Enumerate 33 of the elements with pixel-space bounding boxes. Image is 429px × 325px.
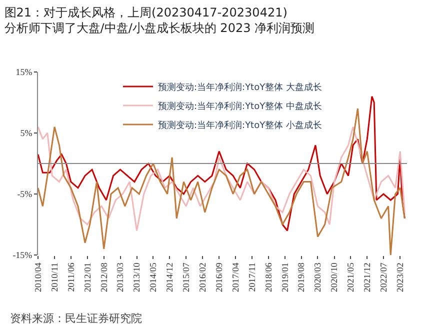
x-tick-label: 2012/08 (98, 262, 109, 292)
legend-label: 预测变动:当年净利润:YtoY整体 中盘成长 (158, 101, 322, 112)
x-tick-label: 2011/06 (66, 262, 76, 292)
x-tick-label: 2023/02 (395, 262, 406, 292)
line-series (38, 96, 406, 232)
chart-title: 图21：对于成长风格，上周(20230417-20230421)分析师下调了大盘/中盘/小盘成长板块的 2023 净利润预测 (4, 5, 315, 35)
x-tick-label: 2021/05 (346, 262, 356, 292)
x-tick-label: 2017/04 (230, 262, 240, 292)
x-tick-label: 2013/03 (115, 262, 126, 292)
x-tick-label: 2013/10 (132, 262, 142, 292)
x-tick-label: 2020/10 (329, 262, 340, 292)
x-tick-label: 2022/07 (378, 262, 388, 292)
y-tick-label: -5% (17, 189, 33, 200)
x-tick-label: 2019/08 (296, 262, 306, 292)
x-tick-label: 2012/01 (82, 262, 92, 292)
y-tick-label: 5% (20, 128, 33, 138)
x-tick-label: 2010/11 (49, 262, 60, 292)
x-tick-label: 2020/03 (312, 262, 323, 292)
y-tick-label: 15% (16, 67, 33, 78)
x-tick-label: 2014/05 (148, 262, 158, 292)
x-tick-label: 2017/11 (246, 262, 257, 292)
y-tick-label: -15% (12, 250, 33, 260)
legend-label: 预测变动:当年净利润:YtoY整体 小盘成长 (158, 120, 322, 132)
x-tick-label: 2016/09 (214, 262, 224, 292)
legend-label: 预测变动:当年净利润:YtoY整体 大盘成长 (158, 82, 322, 94)
x-tick-label: 2010/04 (32, 262, 43, 292)
x-tick-label: 2015/07 (180, 262, 191, 292)
x-tick-label: 2021/12 (362, 262, 372, 292)
x-tick-label: 2014/12 (164, 262, 175, 292)
x-tick-label: 2016/02 (198, 262, 208, 292)
text: 资料来源：民生证券研究院 (10, 312, 142, 325)
x-tick-label: 2018/06 (263, 262, 274, 292)
x-tick-label: 2019/01 (280, 262, 290, 292)
